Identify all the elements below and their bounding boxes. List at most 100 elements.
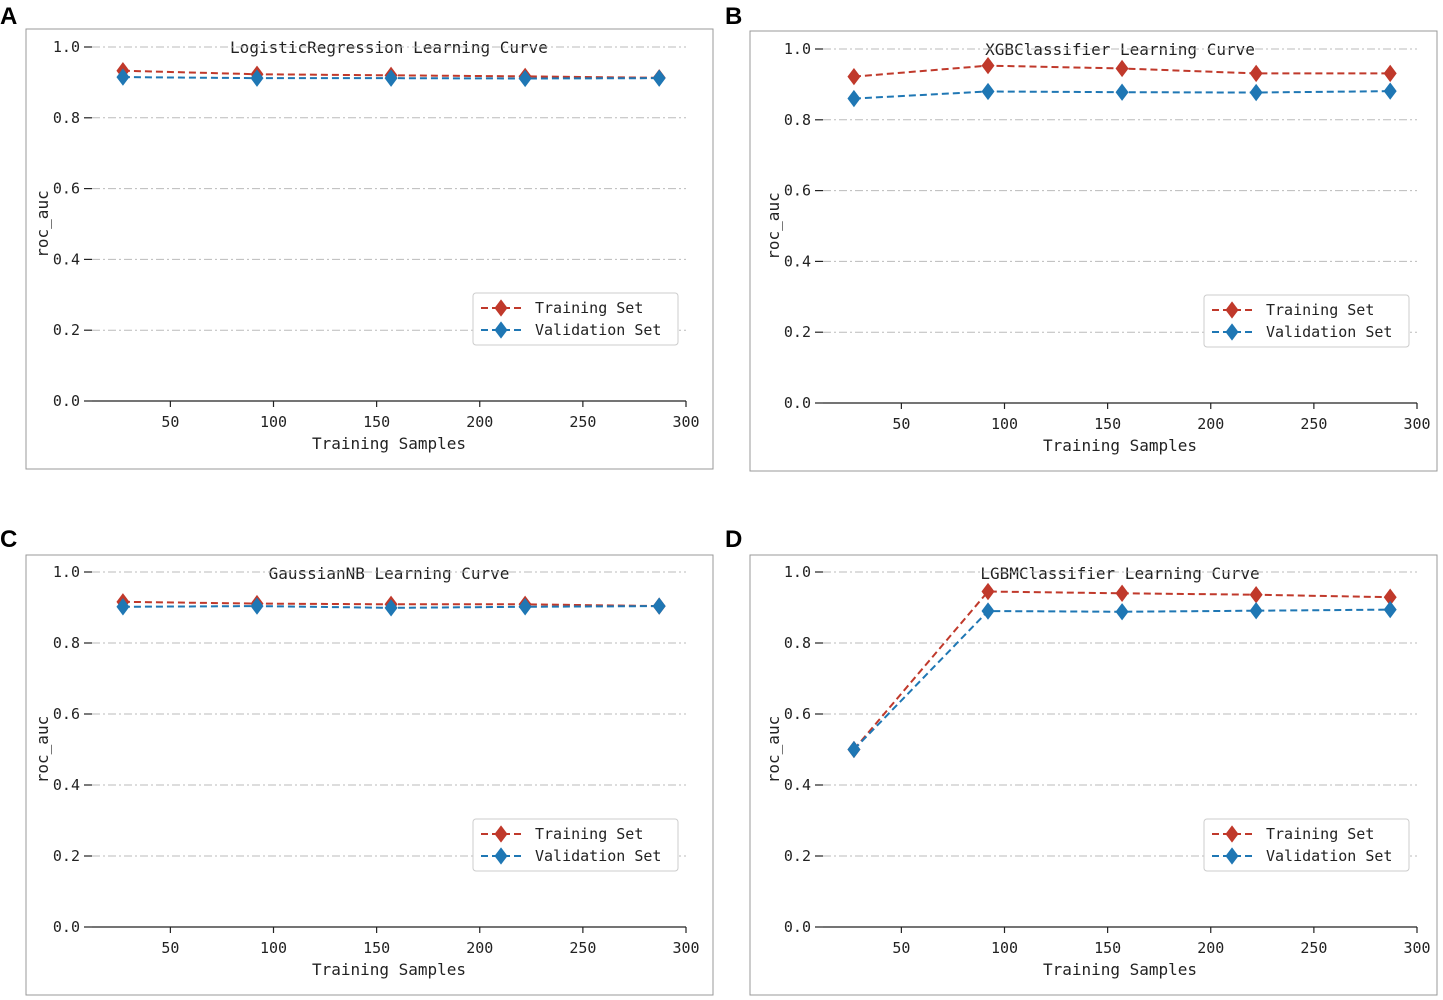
- validation-point: [981, 82, 995, 101]
- training-point: [1115, 59, 1129, 78]
- validation-point: [981, 602, 995, 620]
- training-point: [1383, 64, 1397, 83]
- panel-letter: C: [0, 526, 17, 553]
- y-tick-label: 0.2: [784, 323, 811, 341]
- x-tick-label: 50: [161, 413, 179, 431]
- panel-c: C GaussianNB Learning Curve 0.0 0.2 0.4 0.6 0.…: [0, 526, 714, 996]
- legend-entry: Validation Set: [1266, 323, 1392, 341]
- validation-point: [518, 598, 532, 616]
- y-tick-label: 0.2: [53, 321, 80, 339]
- chart-frame: [25, 28, 714, 470]
- x-tick-label: 100: [991, 939, 1018, 957]
- chart-title: XGBClassifier Learning Curve: [985, 40, 1255, 59]
- validation-point: [384, 69, 398, 87]
- x-tick-label: 150: [1094, 415, 1121, 433]
- y-tick-label: 0.4: [784, 776, 811, 794]
- legend-entry: Validation Set: [535, 321, 661, 339]
- x-tick-label: 150: [363, 939, 390, 957]
- x-axis-label: Training Samples: [312, 434, 466, 453]
- chart-frame: [749, 554, 1438, 996]
- x-tick-label: 150: [1094, 939, 1121, 957]
- y-tick-label: 0.8: [784, 634, 811, 652]
- chart-frame: [25, 554, 714, 996]
- validation-point: [1383, 600, 1397, 619]
- x-tick-label: 200: [1197, 939, 1224, 957]
- legend: Training Set Validation Set: [472, 292, 679, 346]
- y-tick-label: 0.4: [53, 776, 80, 794]
- x-tick-label: 200: [1197, 415, 1224, 433]
- validation-point: [652, 69, 666, 87]
- y-tick-label: 0.4: [53, 250, 80, 268]
- x-tick-label: 200: [466, 413, 493, 431]
- x-tick-label: 100: [260, 413, 287, 431]
- chart-title: LGBMClassifier Learning Curve: [980, 564, 1259, 583]
- y-tick-label: 0.6: [784, 182, 811, 200]
- legend-marker: [494, 847, 508, 865]
- validation-point: [384, 599, 398, 617]
- chart-frame: [749, 30, 1438, 472]
- x-tick-label: 100: [260, 939, 287, 957]
- legend-box: [1203, 818, 1410, 872]
- x-tick-label: 100: [991, 415, 1018, 433]
- y-tick-label: 0.2: [53, 847, 80, 865]
- y-tick-label: 0.6: [53, 705, 80, 723]
- y-axis-label: roc_auc: [764, 192, 783, 259]
- legend: Training Set Validation Set: [1203, 818, 1410, 872]
- legend-box: [472, 292, 679, 346]
- y-tick-label: 0.6: [784, 705, 811, 723]
- y-tick-label: 1.0: [784, 40, 811, 58]
- training-point: [1249, 586, 1263, 604]
- legend-entry: Training Set: [1266, 825, 1374, 843]
- panel-b: B XGBClassifier Learning Curve 0.0 0.2 0.4 0.…: [725, 3, 1438, 472]
- x-tick-label: 50: [892, 939, 910, 957]
- validation-point: [1249, 602, 1263, 620]
- validation-point: [1115, 83, 1129, 101]
- legend-marker: [494, 825, 508, 843]
- validation-point: [1249, 83, 1263, 102]
- validation-point: [250, 597, 264, 615]
- y-tick-label: 0.2: [784, 847, 811, 865]
- legend: Training Set Validation Set: [1203, 294, 1410, 348]
- validation-point: [847, 89, 861, 108]
- panel-letter: B: [725, 3, 742, 30]
- training-point: [981, 56, 995, 75]
- y-tick-label: 0.4: [784, 252, 811, 270]
- training-point: [981, 582, 995, 601]
- panel-letter: D: [725, 526, 742, 553]
- y-tick-label: 0.8: [53, 109, 80, 127]
- y-tick-label: 0.8: [784, 111, 811, 129]
- validation-point: [250, 69, 264, 87]
- y-tick-label: 0.0: [53, 392, 80, 410]
- panel-d: D LGBMClassifier Learning Curve 0.0 0.2 0.4 0…: [725, 526, 1438, 996]
- training-point: [847, 67, 861, 86]
- y-tick-label: 1.0: [53, 563, 80, 581]
- y-tick-label: 1.0: [784, 563, 811, 581]
- x-tick-label: 250: [1300, 415, 1327, 433]
- x-tick-label: 300: [672, 939, 699, 957]
- legend-marker: [1225, 301, 1239, 319]
- legend-marker: [494, 321, 508, 339]
- legend-marker: [494, 299, 508, 317]
- x-tick-label: 50: [892, 415, 910, 433]
- legend-entry: Training Set: [1266, 301, 1374, 319]
- validation-point: [116, 68, 130, 86]
- x-tick-label: 250: [1300, 939, 1327, 957]
- y-tick-label: 0.0: [784, 394, 811, 412]
- x-tick-label: 50: [161, 939, 179, 957]
- validation-point: [1115, 603, 1129, 621]
- training-point: [1115, 584, 1129, 602]
- y-tick-label: 0.8: [53, 634, 80, 652]
- validation-point: [652, 597, 666, 615]
- chart-title: GaussianNB Learning Curve: [269, 564, 510, 583]
- x-tick-label: 250: [569, 413, 596, 431]
- x-tick-label: 250: [569, 939, 596, 957]
- legend-marker: [1225, 323, 1239, 341]
- y-tick-label: 1.0: [53, 38, 80, 56]
- validation-point: [116, 598, 130, 616]
- legend-marker: [1225, 847, 1239, 865]
- x-tick-label: 300: [672, 413, 699, 431]
- x-axis-label: Training Samples: [312, 960, 466, 979]
- y-axis-label: roc_auc: [33, 716, 52, 783]
- legend-marker: [1225, 825, 1239, 843]
- x-tick-label: 200: [466, 939, 493, 957]
